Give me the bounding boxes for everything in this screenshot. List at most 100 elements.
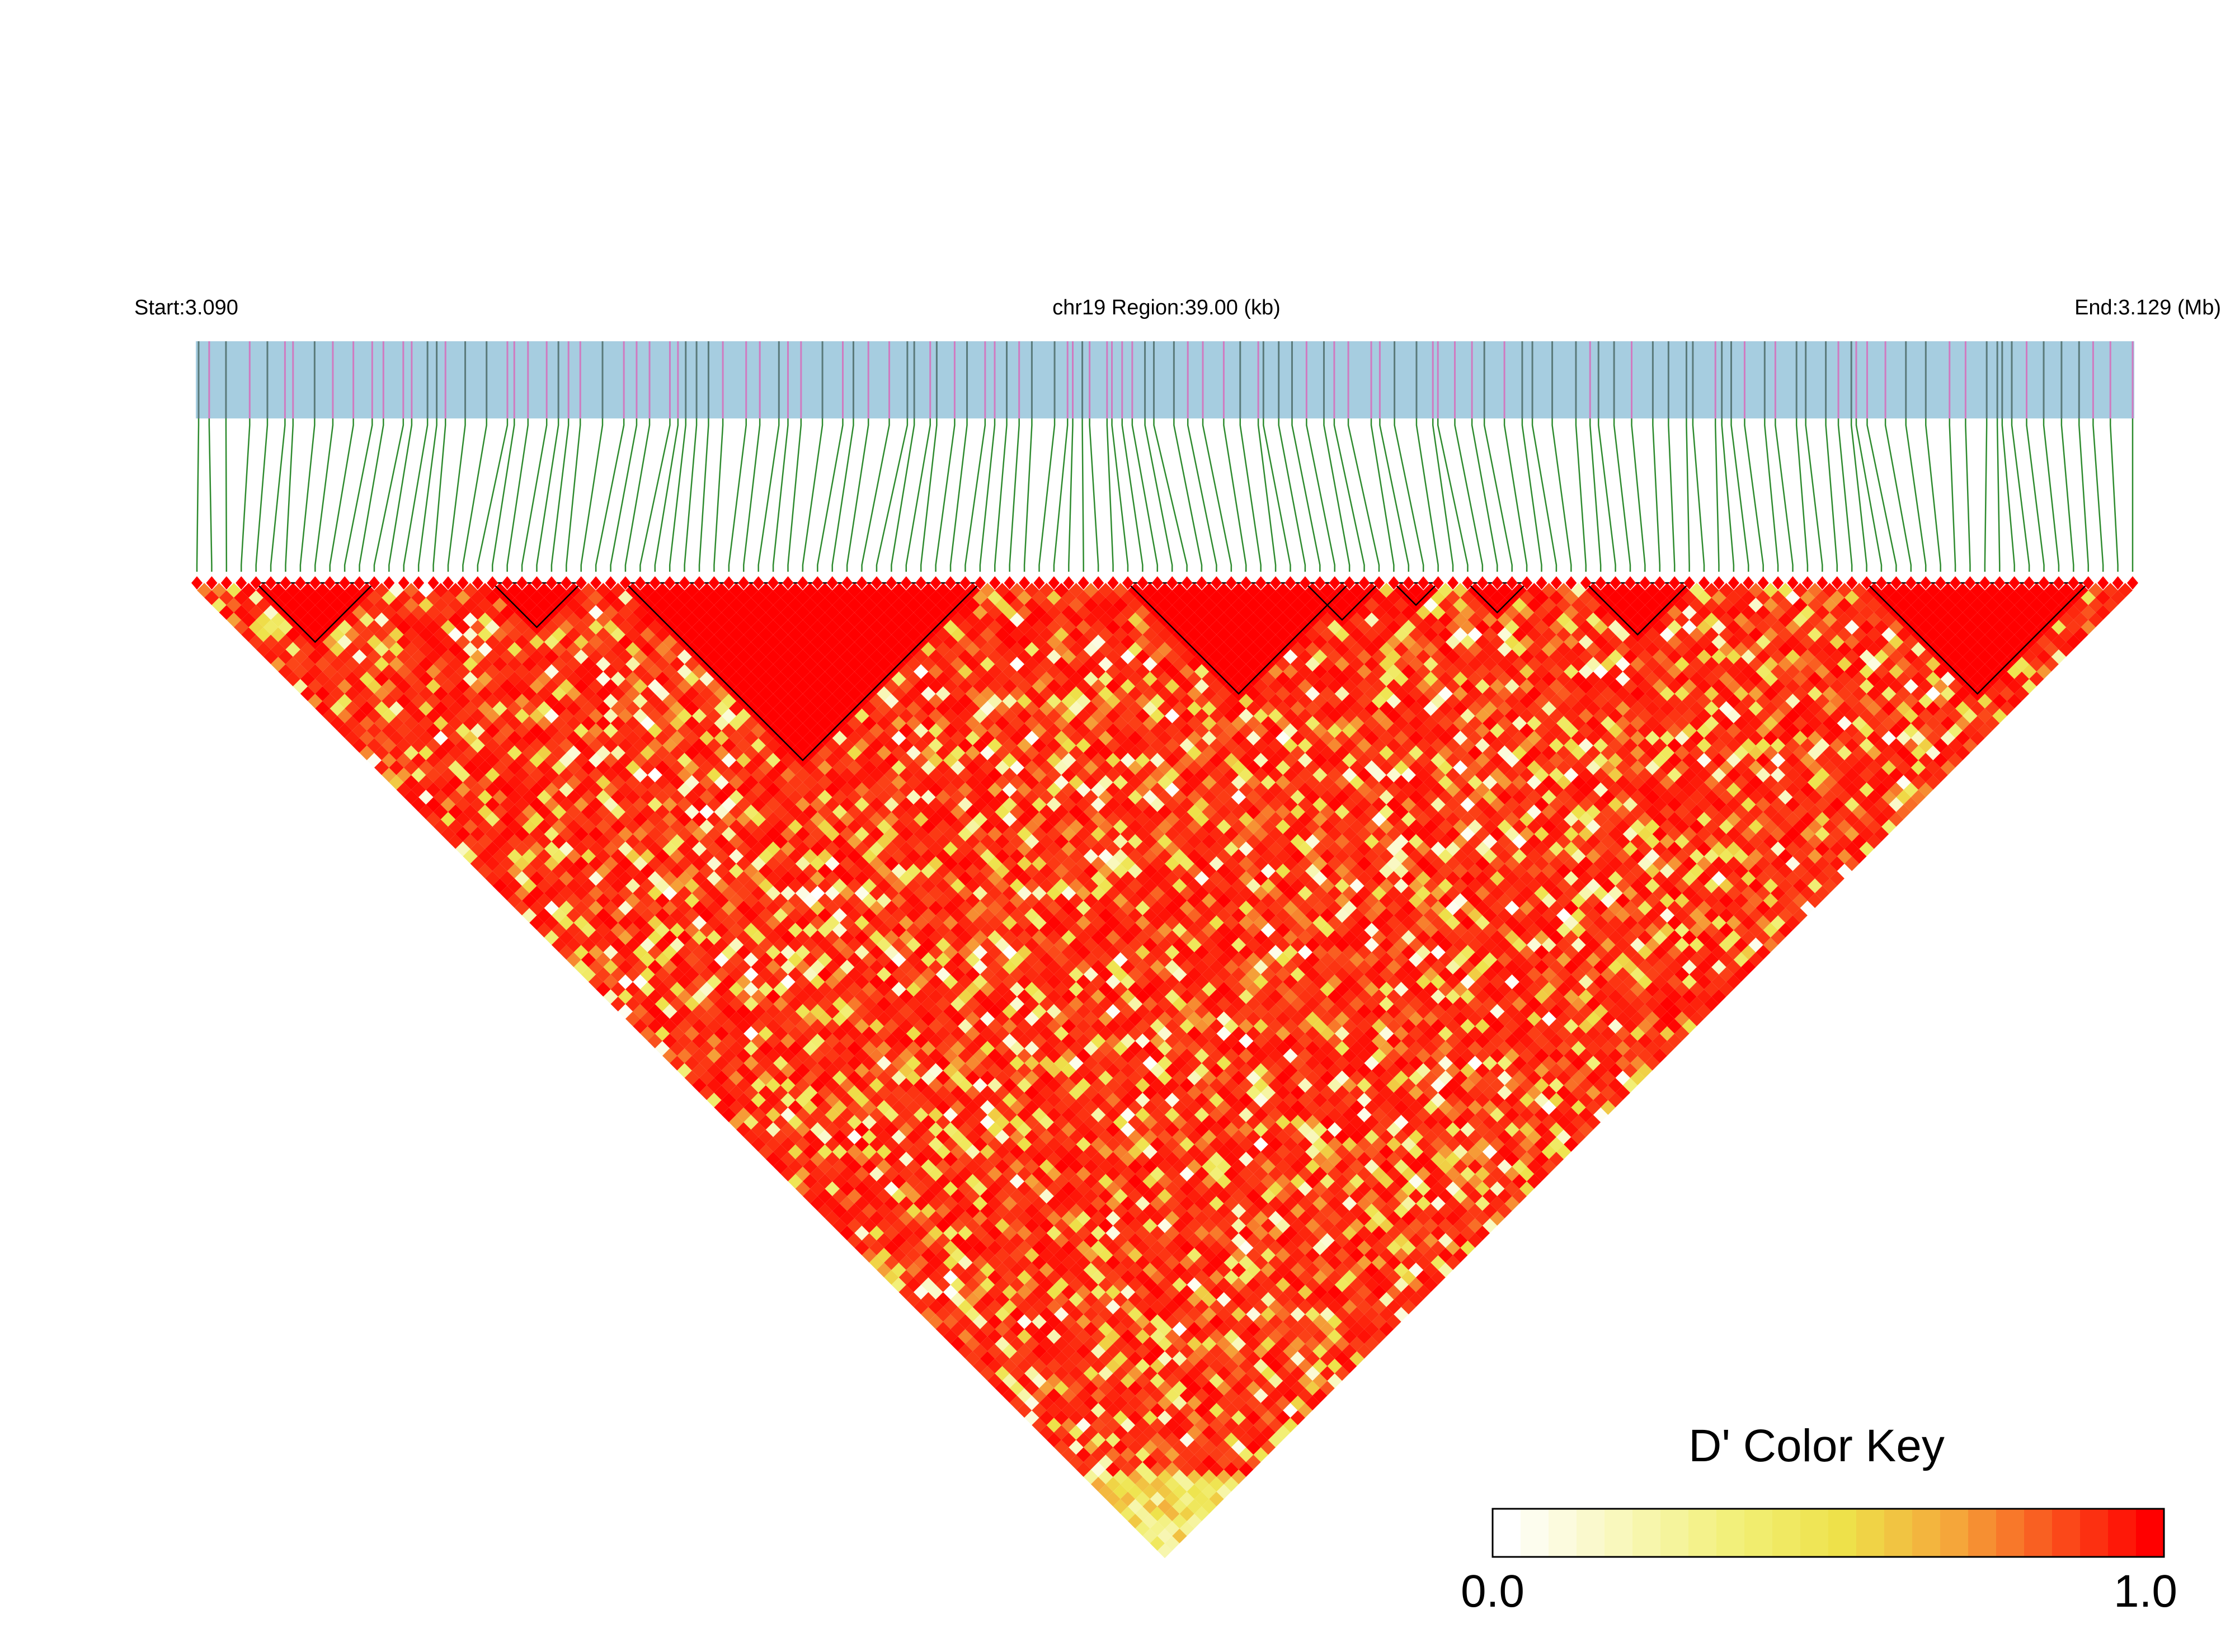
ld-cell [884, 1107, 899, 1123]
ld-cell [906, 893, 921, 909]
ld-cell [1090, 1196, 1106, 1211]
ld-cell [728, 834, 744, 849]
ld-cell [1061, 1004, 1076, 1019]
ld-cell [699, 1026, 714, 1041]
ld-cell [610, 952, 625, 967]
ld-cell [765, 826, 781, 842]
ld-cell [544, 900, 559, 916]
ld-cell [470, 723, 486, 738]
ld-cell [958, 930, 973, 945]
ld-cell [625, 789, 641, 805]
ld-cell [640, 731, 655, 746]
ld-cell [389, 671, 404, 686]
ld-cell [455, 634, 470, 649]
ld-cell [935, 937, 951, 953]
ld-cell [411, 590, 426, 605]
ld-cell [751, 856, 766, 872]
ld-cell [500, 694, 515, 709]
snp-connector [935, 418, 956, 572]
ld-cell [537, 908, 552, 923]
ld-cell [832, 863, 848, 879]
ld-cell [765, 871, 781, 886]
ld-cell [1113, 1203, 1128, 1218]
snp-connector-lines [196, 418, 2134, 572]
ld-cell [987, 1255, 1003, 1270]
ld-cell [699, 716, 714, 731]
ld-cell [1113, 1159, 1128, 1174]
ld-cell [780, 871, 796, 886]
ld-cell [817, 789, 832, 805]
ld-cell [958, 974, 973, 990]
ld-cell [1039, 967, 1054, 982]
ld-cell [780, 989, 796, 1004]
ld-cell [728, 642, 744, 657]
ld-cell [573, 841, 589, 856]
ld-cell [322, 708, 337, 723]
ld-cell [433, 745, 449, 760]
ld-cell [1276, 1233, 1291, 1248]
ld-cell [854, 1107, 869, 1123]
ld-cell [1209, 1388, 1224, 1403]
ld-cell [1135, 1447, 1150, 1462]
ld-cell [537, 627, 552, 642]
ld-cell [382, 664, 397, 679]
ld-cell [522, 789, 537, 805]
ld-cell [972, 1255, 988, 1270]
ld-cell [448, 627, 463, 642]
ld-cell [1009, 982, 1025, 997]
snp-connector [1668, 418, 1676, 572]
ld-cell [440, 620, 456, 635]
ld-cell [1039, 952, 1054, 967]
ld-cell [389, 657, 404, 672]
ld-cell [935, 908, 951, 923]
ld-cell [972, 1048, 988, 1063]
ld-cell [551, 878, 567, 893]
ld-cell [958, 1151, 973, 1167]
ld-cell [1209, 1299, 1224, 1315]
ld-cell [958, 1181, 973, 1197]
ld-cell [751, 723, 766, 738]
ld-cell [382, 708, 397, 723]
ld-cell [972, 945, 988, 960]
ld-cell [1024, 1174, 1039, 1189]
ld-cell [677, 1004, 692, 1019]
ld-cell [573, 797, 589, 812]
ld-cell [537, 849, 552, 864]
ld-cell [1024, 1100, 1039, 1115]
ld-cell [1009, 1262, 1025, 1278]
ld-cell [1135, 1284, 1150, 1300]
ld-cell [610, 760, 625, 775]
ld-cell [345, 657, 360, 672]
ld-cell [817, 834, 832, 849]
ld-cell [455, 826, 470, 842]
ld-cell [559, 605, 574, 620]
ld-cell [293, 605, 308, 620]
ld-cell [1113, 1321, 1128, 1337]
ld-cell [1209, 1151, 1224, 1167]
ld-cell [448, 789, 463, 805]
ld-cell [699, 908, 714, 923]
ld-cell [559, 797, 574, 812]
ld-cell [921, 1248, 936, 1263]
ld-cell [699, 893, 714, 909]
ld-cell [921, 863, 936, 879]
ld-cell [1239, 1196, 1254, 1211]
ld-cell [1127, 1129, 1143, 1145]
ld-cell [308, 664, 323, 679]
ld-cell [699, 627, 714, 642]
ld-cell [374, 745, 389, 760]
ld-cell [987, 1329, 1003, 1344]
ld-cell [522, 642, 537, 657]
ld-cell [1090, 1019, 1106, 1034]
ld-cell [448, 657, 463, 672]
ld-cell [972, 1004, 988, 1019]
ld-cell [714, 686, 729, 702]
ld-cell [1090, 1418, 1106, 1433]
ld-cell [1127, 1100, 1143, 1115]
ld-cell [972, 989, 988, 1004]
ld-cell [677, 989, 692, 1004]
ld-cell [492, 627, 507, 642]
ld-cell [832, 745, 848, 760]
ld-cell [382, 694, 397, 709]
ld-cell [972, 1077, 988, 1093]
